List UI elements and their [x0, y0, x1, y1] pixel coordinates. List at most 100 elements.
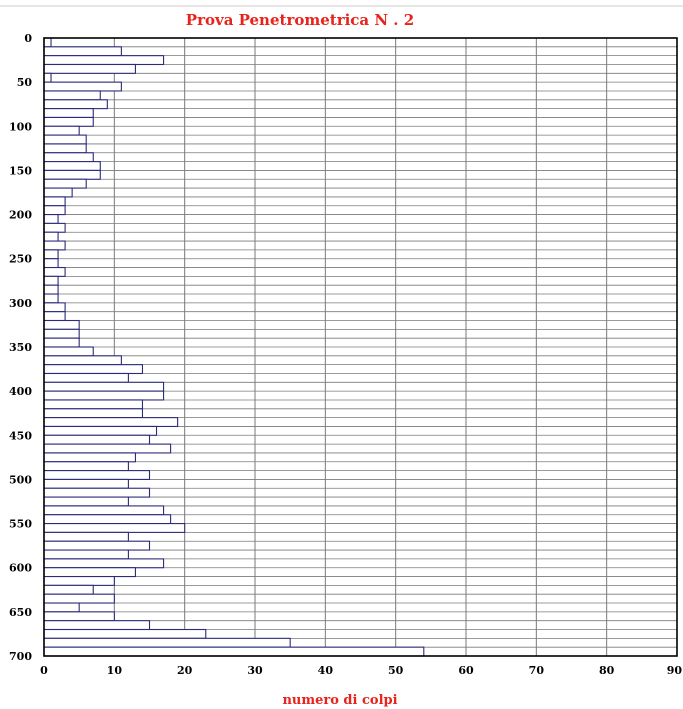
bar — [43, 134, 87, 145]
bar — [43, 275, 59, 286]
x-tick-label: 90 — [667, 664, 683, 677]
bar — [43, 319, 80, 330]
bar — [43, 81, 122, 92]
bar — [43, 108, 94, 119]
bar — [43, 470, 151, 480]
bar — [43, 567, 136, 578]
y-tick-label: 200 — [9, 209, 32, 222]
bar — [43, 417, 179, 428]
bar — [43, 584, 94, 595]
bar — [43, 302, 66, 313]
bar — [43, 205, 66, 216]
x-tick-label: 40 — [318, 664, 334, 677]
bar — [43, 593, 115, 604]
bar — [43, 37, 52, 48]
bar — [43, 364, 144, 375]
plot-frame — [43, 37, 678, 657]
y-tick-label: 50 — [17, 76, 33, 89]
bar — [43, 390, 165, 401]
bar — [43, 143, 87, 154]
y-tick-label: 450 — [9, 429, 32, 442]
bar — [43, 249, 59, 260]
bar — [43, 152, 94, 163]
bar — [43, 328, 80, 339]
bar — [43, 646, 425, 657]
bar — [43, 169, 101, 180]
bar — [43, 55, 165, 66]
bar — [43, 99, 108, 110]
bar — [43, 637, 291, 648]
bar — [43, 505, 165, 516]
bar — [43, 558, 165, 569]
bar — [43, 337, 80, 348]
x-tick-label: 10 — [107, 664, 123, 677]
bar — [43, 372, 129, 383]
bar — [43, 258, 59, 269]
bar — [43, 628, 207, 639]
bar — [43, 116, 94, 127]
bar — [43, 125, 80, 136]
bar — [43, 178, 87, 189]
y-tick-label: 300 — [9, 297, 32, 310]
y-tick-label: 250 — [9, 253, 32, 266]
bar — [43, 523, 186, 533]
bar — [43, 425, 158, 436]
y-tick-labels: 0 50 100 150 200 250 300 350 400 450 500 550 600 650 7… — [9, 32, 32, 663]
bar — [43, 381, 165, 392]
y-tick-label: 0 — [24, 32, 32, 45]
bar — [43, 187, 73, 198]
y-tick-label: 650 — [9, 606, 32, 619]
y-tick-label: 600 — [9, 562, 32, 575]
bars — [43, 37, 425, 657]
chart-title: Prova Penetrometrica N . 2 — [186, 11, 414, 29]
bar — [43, 602, 80, 613]
bar — [43, 461, 129, 472]
bar — [43, 478, 129, 489]
bar — [43, 487, 151, 498]
bar — [43, 620, 151, 631]
bar — [43, 540, 151, 551]
bar — [43, 266, 66, 277]
bar — [43, 549, 129, 560]
x-tick-label: 20 — [177, 664, 193, 677]
bar — [43, 240, 66, 251]
bar — [43, 611, 115, 622]
bar — [43, 443, 172, 454]
x-tick-label: 80 — [599, 664, 615, 677]
x-tick-labels: 0 10 20 30 40 50 60 70 80 90 — [40, 664, 682, 677]
y-tick-label: 700 — [9, 650, 32, 663]
bar — [43, 346, 94, 357]
y-tick-label: 150 — [9, 164, 32, 177]
bar — [43, 434, 151, 445]
bar — [43, 63, 136, 74]
y-tick-label: 550 — [9, 518, 32, 531]
x-tick-label: 50 — [388, 664, 404, 677]
bar — [43, 214, 59, 224]
bar — [43, 293, 59, 304]
y-tick-label: 350 — [9, 341, 32, 354]
bar — [43, 231, 59, 242]
bar — [43, 72, 52, 83]
bar — [43, 196, 66, 207]
y-tick-label: 400 — [9, 385, 32, 398]
bar — [43, 408, 144, 419]
x-tick-label: 70 — [529, 664, 545, 677]
bar — [43, 399, 144, 410]
bar — [43, 90, 101, 101]
bar — [43, 575, 115, 586]
bar — [43, 496, 129, 507]
x-tick-label: 60 — [458, 664, 474, 677]
bar — [43, 531, 129, 542]
bar — [43, 311, 66, 322]
y-tick-label: 500 — [9, 473, 32, 486]
bar — [43, 46, 122, 57]
bar — [43, 161, 101, 171]
bar — [43, 222, 66, 233]
x-tick-label: 30 — [247, 664, 263, 677]
x-axis-label: numero di colpi — [282, 693, 397, 708]
bar — [43, 284, 59, 295]
bar — [43, 452, 136, 463]
x-tick-label: 0 — [40, 664, 48, 677]
bar — [43, 355, 122, 366]
